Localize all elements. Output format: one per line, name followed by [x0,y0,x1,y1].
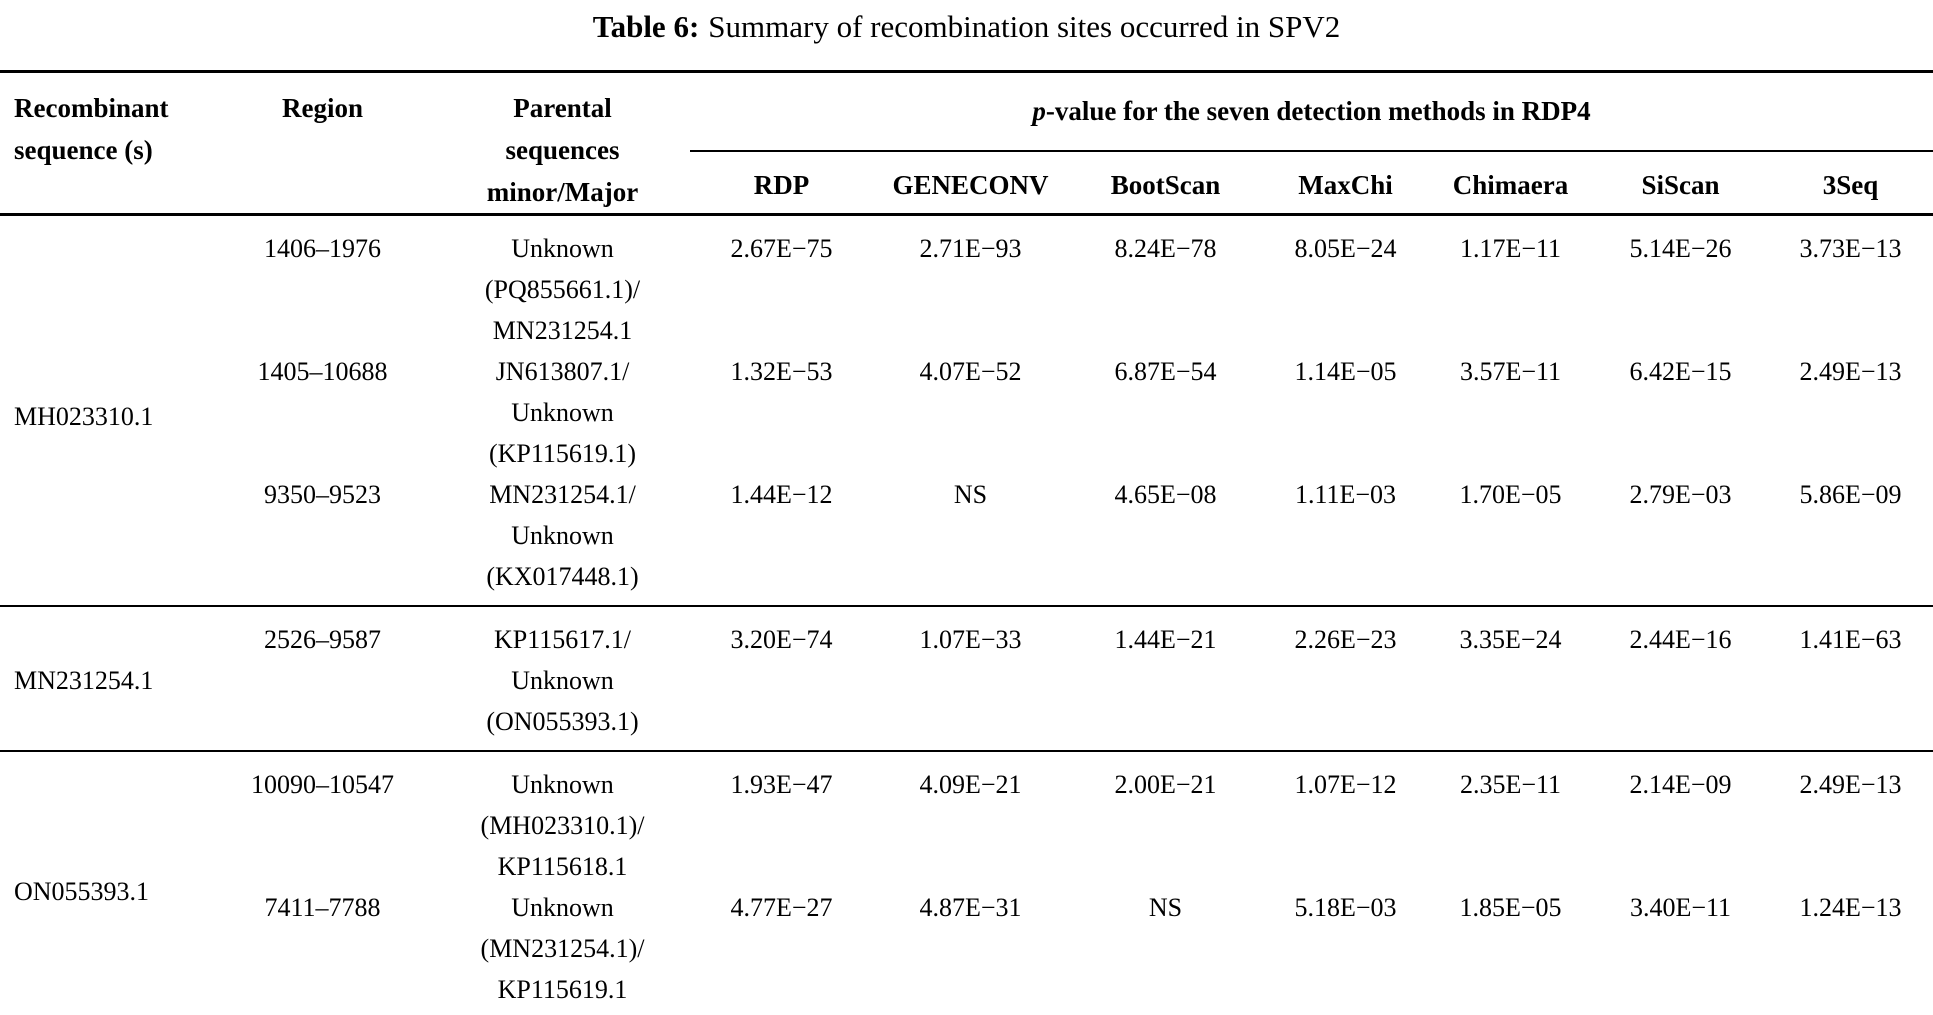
pvalue-siscan: 3.40E−11 [1629,893,1732,922]
pvalue-maxchi: 1.14E−05 [1294,357,1397,386]
table-row: 1405–10688 JN613807.1/ Unknown (KP115619… [0,351,1933,474]
pvalue-bootscan: 2.00E−21 [1114,770,1217,799]
region-value: 9350–9523 [264,480,381,509]
recombinant-sequence-id: MH023310.1 [14,402,154,431]
pvalue-maxchi: 5.18E−03 [1294,893,1397,922]
pvalue-chimaera: 3.35E−24 [1459,625,1562,654]
parental-sequences-value: JN613807.1/ Unknown (KP115619.1) [488,357,637,468]
table-header: Recombinant sequence (s) Region Parental… [0,71,1933,215]
pvalue-bootscan: NS [1148,893,1183,922]
table-row: 7411–7788 Unknown (MN231254.1)/ KP115619… [0,887,1933,1015]
col-header-geneconv: GENECONV [892,170,1049,200]
pvalue-italic-p: p [1032,96,1046,127]
col-header-3seq: 3Seq [1822,170,1879,200]
region-value: 1405–10688 [257,357,388,386]
pvalue-3seq: 5.86E−09 [1799,480,1902,509]
pvalue-bootscan: 6.87E−54 [1114,357,1217,386]
pvalue-geneconv: NS [953,480,988,509]
pvalue-3seq: 1.24E−13 [1799,893,1902,922]
pvalue-3seq: 2.49E−13 [1799,770,1902,799]
header-row-methods: RDP GENECONV BootScan MaxChi Chimaera Si… [0,151,1933,214]
col-header-rdp: RDP [753,170,810,200]
section-mn231254: MN231254.1 2526–9587 KP115617.1/ Unknown… [0,606,1933,751]
pvalue-geneconv: 4.07E−52 [919,357,1022,386]
pvalue-chimaera: 1.85E−05 [1459,893,1562,922]
pvalue-chimaera: 1.70E−05 [1459,480,1562,509]
table-caption-text: Summary of recombination sites occurred … [708,9,1341,44]
pvalue-bootscan: 8.24E−78 [1114,234,1217,263]
region-value: 7411–7788 [264,893,381,922]
col-header-chimaera: Chimaera [1452,170,1569,200]
col-header-siscan: SiScan [1641,170,1720,200]
col-header-recombinant-sequence: Recombinant sequence (s) [14,93,169,165]
pvalue-rdp: 2.67E−75 [730,234,833,263]
recombination-sites-table: Recombinant sequence (s) Region Parental… [0,70,1933,1015]
recombinant-sequence-id: ON055393.1 [14,876,150,906]
pvalue-geneconv: 2.71E−93 [919,234,1022,263]
parental-sequences-value: KP115617.1/ Unknown (ON055393.1) [486,625,639,736]
pvalue-3seq: 3.73E−13 [1799,234,1902,263]
pvalue-siscan: 2.14E−09 [1629,770,1732,799]
pvalue-chimaera: 1.17E−11 [1459,234,1562,263]
parental-sequences-value: Unknown (PQ855661.1)/ MN231254.1 [484,234,641,345]
pvalue-3seq: 1.41E−63 [1799,625,1902,654]
pvalue-rdp: 1.93E−47 [730,770,833,799]
pvalue-rdp: 3.20E−74 [730,625,833,654]
pvalue-maxchi: 2.26E−23 [1294,625,1397,654]
region-value: 1406–1976 [264,234,381,263]
pvalue-chimaera: 2.35E−11 [1459,770,1562,799]
pvalue-geneconv: 1.07E−33 [919,625,1022,654]
col-header-maxchi: MaxChi [1298,170,1393,200]
section-mh023310: MH023310.1 1406–1976 Unknown (PQ855661.1… [0,215,1933,606]
region-value: 2526–9587 [264,625,381,654]
pvalue-chimaera: 3.57E−11 [1459,357,1562,386]
pvalue-siscan: 5.14E−26 [1629,234,1732,263]
pvalue-siscan: 2.79E−03 [1629,480,1732,509]
parental-sequences-value: Unknown (MN231254.1)/ KP115619.1 [480,893,645,1004]
pvalue-maxchi: 1.07E−12 [1294,770,1397,799]
pvalue-geneconv: 4.09E−21 [919,770,1022,799]
region-value: 10090–10547 [251,770,394,799]
section-on055393: ON055393.1 10090–10547 Unknown (MH023310… [0,751,1933,1015]
pvalue-rdp: 4.77E−27 [730,893,833,922]
col-header-bootscan: BootScan [1110,170,1221,200]
pvalue-bootscan: 4.65E−08 [1114,480,1217,509]
pvalue-geneconv: 4.87E−31 [919,893,1022,922]
pvalue-maxchi: 8.05E−24 [1294,234,1397,263]
pvalue-bootscan: 1.44E−21 [1114,625,1217,654]
table-caption-label: Table 6: [592,9,700,44]
parental-sequences-value: MN231254.1/ Unknown (KX017448.1) [486,480,639,591]
recombinant-sequence-id: MN231254.1 [14,666,154,695]
pvalue-siscan: 2.44E−16 [1629,625,1732,654]
table-row: MH023310.1 1406–1976 Unknown (PQ855661.1… [0,215,1933,431]
table-row: 9350–9523 MN231254.1/ Unknown (KX017448.… [0,474,1933,606]
header-row-top: Recombinant sequence (s) Region Parental… [0,71,1933,207]
table-caption: Table 6: Summary of recombination sites o… [0,0,1933,48]
pvalue-3seq: 2.49E−13 [1799,357,1902,386]
col-header-parental-sequences: Parental sequences minor/Major [486,93,639,207]
pvalue-siscan: 6.42E−15 [1629,357,1732,386]
pvalue-maxchi: 1.11E−03 [1294,480,1397,509]
col-header-region: Region [282,93,363,123]
parental-sequences-value: Unknown (MH023310.1)/ KP115618.1 [480,770,645,881]
pvalue-rdp: 1.32E−53 [730,357,833,386]
pvalue-rdp: 1.44E−12 [730,480,833,509]
table-row: ON055393.1 10090–10547 Unknown (MH023310… [0,751,1933,906]
pvalue-group-text: -value for the seven detection methods i… [1045,96,1591,127]
col-header-pvalue-group: p-value for the seven detection methods … [690,71,1933,153]
table-row: MN231254.1 2526–9587 KP115617.1/ Unknown… [0,606,1933,751]
